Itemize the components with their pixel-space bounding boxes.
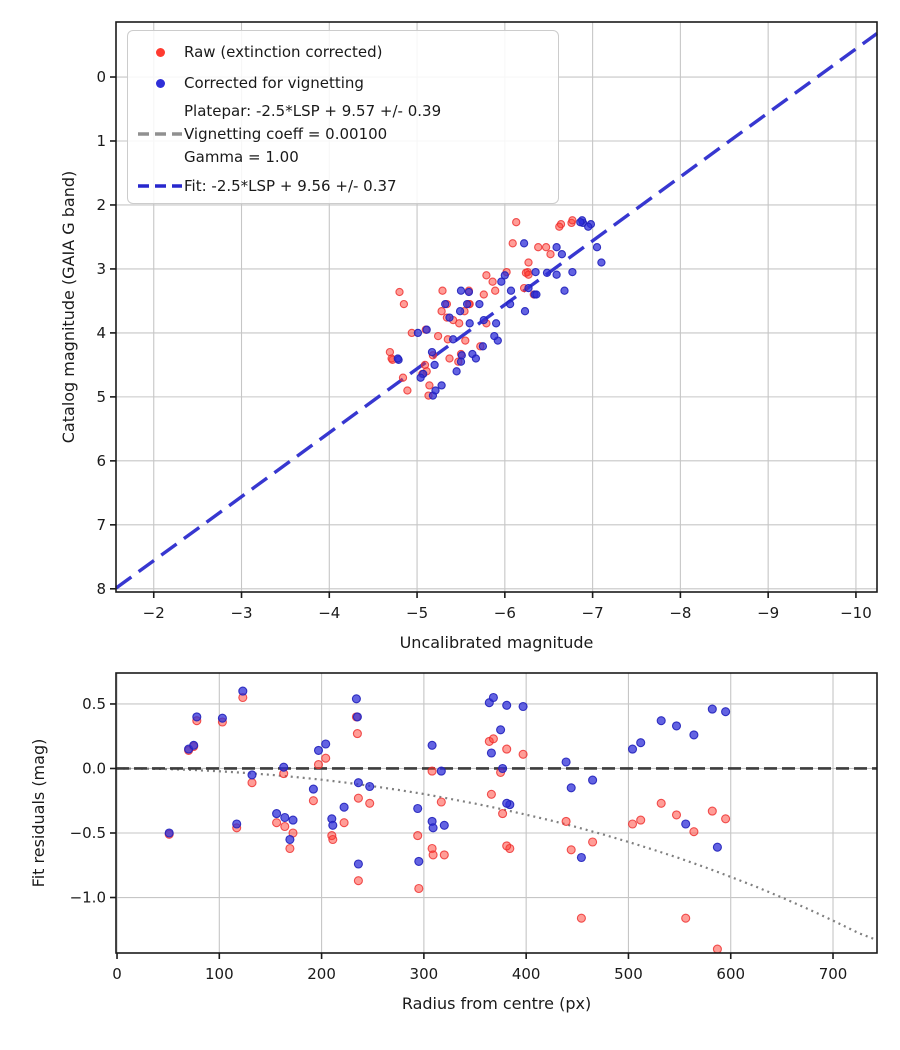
- bottom-corrected-points: [164, 686, 731, 869]
- y-tick-label: 7: [96, 516, 106, 534]
- y-tick-label: 0.0: [82, 759, 106, 777]
- y-tick-label: 8: [96, 580, 106, 598]
- x-tick-label: −6: [494, 604, 516, 622]
- y-tick-label: 0.5: [82, 695, 106, 713]
- x-tick-label: −4: [318, 604, 340, 622]
- x-tick-label: −2: [143, 604, 165, 622]
- y-tick-label: 5: [96, 388, 106, 406]
- y-tick-label: −0.5: [70, 824, 106, 842]
- x-tick-label: 600: [716, 965, 745, 983]
- fit-line: [114, 32, 879, 590]
- y-tick-label: 6: [96, 452, 106, 470]
- top-ticks: −2 −3 −4 −5 −6 −7 −8 −9 −10 0 1 2 3 4 5 6 7 8: [96, 68, 871, 622]
- bottom-axes-spines: [115, 672, 878, 954]
- top-fit: [114, 32, 879, 590]
- y-tick-label: 4: [96, 324, 106, 342]
- bottom-curve: [116, 767, 878, 942]
- top-corrected-points: [393, 216, 606, 400]
- legend-item-platepar: Platepar: -2.5*LSP + 9.57 +/- 0.39 Vigne…: [136, 99, 441, 169]
- legend-label-corrected: Corrected for vignetting: [184, 73, 364, 92]
- x-tick-label: −3: [230, 604, 252, 622]
- top-spines: [115, 21, 878, 593]
- top-axes-spines: [115, 21, 878, 593]
- x-tick-label: 100: [205, 965, 234, 983]
- y-tick-label: 2: [96, 196, 106, 214]
- top-xlabel: Uncalibrated magnitude: [400, 633, 594, 652]
- fit-dashed-line-icon: [136, 182, 184, 190]
- corrected-marker-icon: [136, 78, 184, 88]
- legend: Raw (extinction corrected) Corrected for…: [127, 30, 559, 204]
- bottom-ylabel: Fit residuals (mag): [29, 739, 48, 888]
- y-tick-label: 3: [96, 260, 106, 278]
- legend-label-raw: Raw (extinction corrected): [184, 42, 383, 61]
- top-axis-labels: Uncalibrated magnitude Catalog magnitude …: [59, 171, 593, 652]
- y-tick-label: −1.0: [70, 889, 106, 907]
- vignetting-curve: [116, 767, 878, 942]
- raw-marker-icon: [136, 47, 184, 57]
- x-tick-label: 0: [112, 965, 122, 983]
- legend-item-raw: Raw (extinction corrected): [136, 39, 382, 65]
- y-tick-label: 1: [96, 132, 106, 150]
- x-tick-label: 200: [307, 965, 336, 983]
- x-tick-label: −5: [406, 604, 428, 622]
- x-tick-label: 700: [819, 965, 848, 983]
- x-tick-label: 500: [614, 965, 643, 983]
- platepar-dashed-line-icon: [136, 130, 184, 138]
- x-tick-label: −9: [757, 604, 779, 622]
- bottom-axis-labels: Radius from centre (px) Fit residuals (ma…: [29, 739, 591, 1013]
- x-tick-label: −10: [840, 604, 872, 622]
- legend-item-corrected: Corrected for vignetting: [136, 70, 364, 96]
- bottom-xlabel: Radius from centre (px): [402, 994, 591, 1013]
- legend-label-fit: Fit: -2.5*LSP + 9.56 +/- 0.37: [184, 176, 397, 195]
- bottom-ticks: 0 100 200 300 400 500 600 700 0.5 0.0 −0.5 −1.0: [70, 695, 848, 983]
- legend-item-fit: Fit: -2.5*LSP + 9.56 +/- 0.37: [136, 173, 397, 199]
- y-tick-label: 0: [96, 68, 106, 86]
- x-tick-label: −8: [669, 604, 691, 622]
- legend-label-platepar: Platepar: -2.5*LSP + 9.57 +/- 0.39 Vigne…: [184, 101, 442, 166]
- x-tick-label: −7: [582, 604, 604, 622]
- top-ylabel: Catalog magnitude (GAIA G band): [59, 171, 78, 443]
- x-tick-label: 300: [410, 965, 439, 983]
- bottom-grid: [116, 673, 877, 953]
- x-tick-label: 400: [512, 965, 541, 983]
- bottom-spines: [115, 672, 878, 954]
